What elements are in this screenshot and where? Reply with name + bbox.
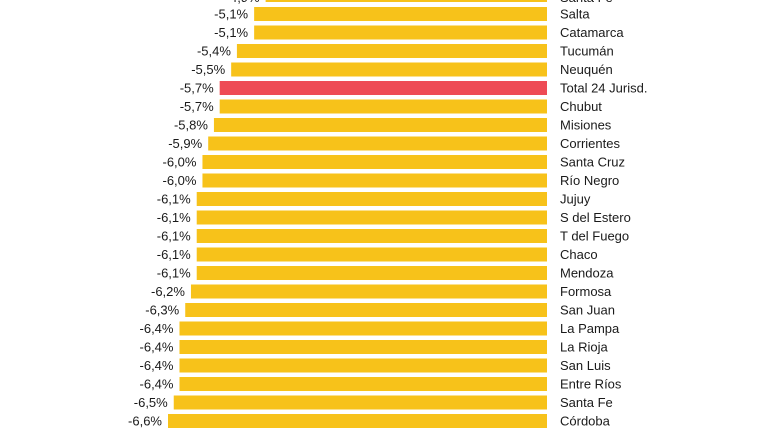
value-label-21: -6,5%: [134, 395, 168, 410]
category-label-19: San Luis: [560, 358, 611, 373]
value-label-20: -6,4%: [140, 377, 174, 392]
category-label-7: Corrientes: [560, 136, 620, 151]
value-label-19: -6,4%: [140, 358, 174, 373]
bar-7: [208, 136, 548, 151]
category-label-22: Córdoba: [560, 414, 611, 429]
bar-9: [202, 173, 548, 188]
bar-partial-top: [265, 0, 547, 2]
value-label-6: -5,8%: [174, 118, 208, 133]
category-label-12: T del Fuego: [560, 229, 629, 244]
category-label-5: Chubut: [560, 99, 602, 114]
bar-4: [219, 81, 547, 95]
category-label-1: Catamarca: [560, 25, 624, 40]
value-label-9: -6,0%: [162, 173, 196, 188]
category-label-4: Total 24 Jurisd.: [560, 81, 647, 96]
value-label-7: -5,9%: [168, 136, 202, 151]
bar-8: [202, 155, 548, 169]
value-label-3: -5,5%: [191, 62, 225, 77]
category-label-2: Tucumán: [560, 44, 614, 59]
category-label-17: La Pampa: [560, 321, 620, 336]
bar-22: [168, 414, 547, 428]
bar-19: [179, 358, 547, 373]
category-label-16: San Juan: [560, 303, 615, 318]
value-label-22: -6,6%: [128, 414, 162, 429]
value-label-partial-top: -4,9%: [226, 0, 260, 5]
bar-16: [185, 303, 547, 317]
bar-21: [173, 395, 547, 410]
category-label-partial-top: Santa Fe: [560, 0, 613, 5]
value-label-13: -6,1%: [157, 247, 191, 262]
bar-20: [179, 377, 547, 391]
bar-6: [213, 118, 547, 132]
category-label-21: Santa Fe: [560, 395, 613, 410]
category-label-3: Neuquén: [560, 62, 613, 77]
category-label-18: La Rioja: [560, 340, 608, 355]
value-label-4: -5,7%: [180, 81, 214, 96]
value-label-8: -6,0%: [162, 155, 196, 170]
bar-12: [196, 229, 547, 243]
category-label-10: Jujuy: [560, 192, 591, 207]
bar-2: [236, 44, 547, 58]
value-label-14: -6,1%: [157, 266, 191, 281]
value-label-0: -5,1%: [214, 7, 248, 22]
category-label-13: Chaco: [560, 247, 598, 262]
bar-11: [196, 210, 547, 225]
value-label-16: -6,3%: [145, 303, 179, 318]
bar-17: [179, 321, 547, 336]
category-label-9: Río Negro: [560, 173, 619, 188]
bar-15: [190, 284, 547, 299]
value-label-1: -5,1%: [214, 25, 248, 40]
bar-14: [196, 266, 547, 280]
category-label-6: Misiones: [560, 118, 612, 133]
bar-1: [254, 25, 548, 40]
value-label-18: -6,4%: [140, 340, 174, 355]
value-label-2: -5,4%: [197, 44, 231, 59]
category-label-15: Formosa: [560, 284, 612, 299]
category-label-11: S del Estero: [560, 210, 631, 225]
value-label-15: -6,2%: [151, 284, 185, 299]
bar-18: [179, 340, 547, 354]
value-label-10: -6,1%: [157, 192, 191, 207]
category-label-8: Santa Cruz: [560, 155, 625, 170]
bar-10: [196, 192, 547, 206]
category-label-14: Mendoza: [560, 266, 614, 281]
category-label-20: Entre Ríos: [560, 377, 622, 392]
value-label-11: -6,1%: [157, 210, 191, 225]
bar-3: [231, 62, 547, 77]
category-label-0: Salta: [560, 7, 590, 22]
value-label-17: -6,4%: [140, 321, 174, 336]
bar-0: [254, 7, 548, 21]
value-label-5: -5,7%: [180, 99, 214, 114]
bar-5: [219, 99, 547, 114]
value-label-12: -6,1%: [157, 229, 191, 244]
bar-13: [196, 247, 547, 262]
